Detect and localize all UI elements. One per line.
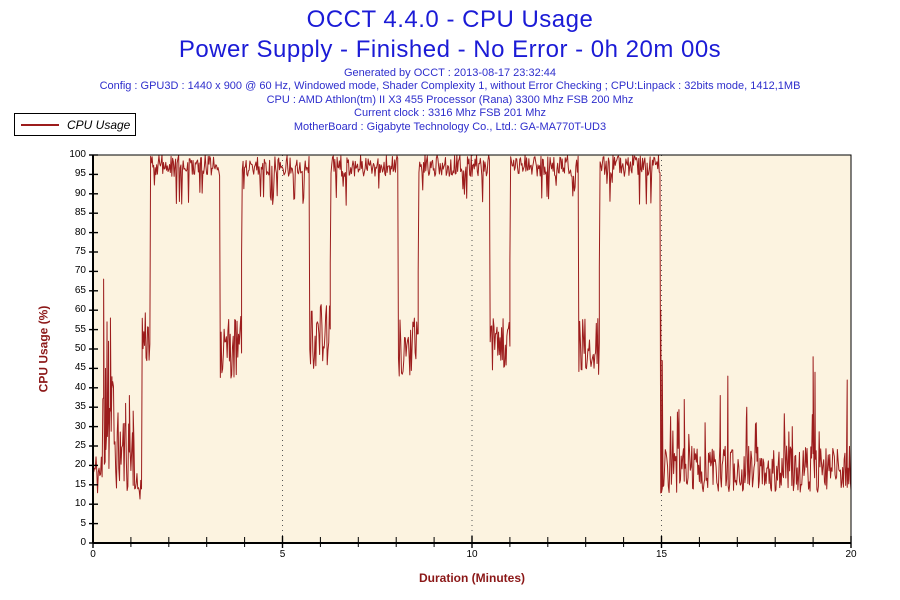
y-tick-label: 20 [74,459,86,471]
y-tick-label: 40 [74,381,86,393]
y-tick-label: 45 [74,362,86,374]
y-axis-title-wrap: CPU Usage (%) [30,155,56,543]
chart-title: OCCT 4.4.0 - CPU Usage [306,6,594,33]
info-line: CPU : AMD Athlon(tm) II X3 455 Processor… [266,93,634,106]
x-tick-label: 20 [845,549,857,560]
y-tick-label: 50 [74,343,86,354]
y-tick-label: 80 [74,226,86,238]
y-axis-title: CPU Usage (%) [36,305,50,393]
y-tick-label: 30 [74,420,86,432]
legend-box: CPU Usage [14,113,136,136]
y-tick-label: 5 [80,517,86,529]
y-tick-label: 35 [74,401,86,413]
info-line: Current clock : 3316 Mhz FSB 201 Mhz [354,107,546,120]
y-tick-label: 55 [74,323,86,335]
x-tick-label: 0 [90,549,96,560]
y-tick-label: 95 [74,168,86,180]
y-tick-label: 15 [74,478,86,490]
x-axis-title: Duration (Minutes) [419,571,525,585]
cpu-usage-plot [89,154,852,548]
x-tick-label: 5 [279,549,286,560]
x-tick-label: 15 [655,549,668,560]
chart-subtitle: Power Supply - Finished - No Error - 0h … [178,36,722,63]
cpu-usage-line [92,154,852,500]
legend-label: CPU Usage [67,117,131,132]
y-tick-label: 70 [74,265,86,277]
system-info-block: Generated by OCCT : 2013-08-17 23:32:44 C… [0,67,900,134]
y-tick-label: 100 [69,149,86,160]
y-tick-label: 10 [74,498,86,510]
x-tick-label: 10 [466,549,478,560]
plot-area [93,155,851,543]
info-line: MotherBoard : Gigabyte Technology Co., L… [293,120,607,133]
y-tick-label: 60 [74,304,86,316]
y-tick-label: 65 [74,284,86,296]
y-tick-label: 75 [74,246,86,257]
y-tick-label: 90 [74,187,86,199]
legend-line-sample-icon [21,123,59,126]
info-line: Generated by OCCT : 2013-08-17 23:32:44 [344,67,556,79]
y-tick-label: 0 [80,537,86,548]
y-tick-label: 25 [74,440,86,451]
info-line: Config : GPU3D : 1440 x 900 @ 60 Hz, Win… [99,80,801,93]
y-tick-label: 85 [74,207,86,219]
